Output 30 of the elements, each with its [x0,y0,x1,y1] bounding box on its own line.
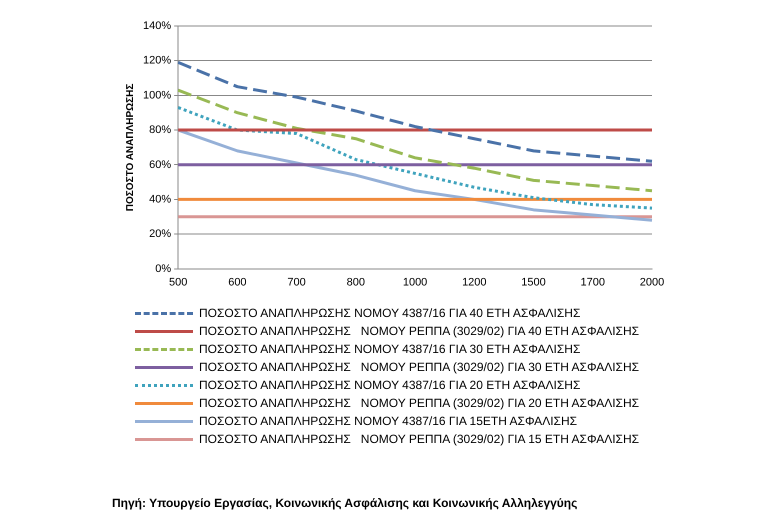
x-tick-label: 700 [287,276,306,288]
y-tick-label: 40% [149,193,172,206]
y-tick-label: 140% [142,20,172,32]
legend-label: ΠΟΣΟΣΤΟ ΑΝΑΠΛΗΡΩΣΗΣ ΝΟΜΟΥ ΡΕΠΠΑ (3029/02) ΓΙΑ 30 ΕΤΗ ΑΣΦΑΛΙΣΗΣ [199,360,640,374]
legend-label: ΠΟΣΟΣΤΟ ΑΝΑΠΛΗΡΩΣΗΣ ΝΟΜΟΥ 4387/16 ΓΙΑ 30 ΕΤΗ ΑΣΦΑΛΙΣΗΣ [199,342,580,356]
legend-label: ΠΟΣΟΣΤΟ ΑΝΑΠΛΗΡΩΣΗΣ ΝΟΜΟΥ ΡΕΠΠΑ (3029/02) ΓΙΑ 40 ΕΤΗ ΑΣΦΑΛΙΣΗΣ [199,324,640,338]
y-tick-label: 60% [149,158,172,171]
legend-label: ΠΟΣΟΣΤΟ ΑΝΑΠΛΗΡΩΣΗΣ ΝΟΜΟΥ 4387/16 ΓΙΑ 20 ΕΤΗ ΑΣΦΑΛΙΣΗΣ [199,378,580,392]
legend-label: ΠΟΣΟΣΤΟ ΑΝΑΠΛΗΡΩΣΗΣ ΝΟΜΟΥ ΡΕΠΠΑ (3029/02) ΓΙΑ 20 ΕΤΗ ΑΣΦΑΛΙΣΗΣ [199,396,640,410]
y-tick-label: 80% [149,124,172,136]
y-tick-label: 20% [149,228,172,240]
legend-label: ΠΟΣΟΣΤΟ ΑΝΑΠΛΗΡΩΣΗΣ ΝΟΜΟΥ ΡΕΠΠΑ (3029/02) ΓΙΑ 15 ΕΤΗ ΑΣΦΑΛΙΣΗΣ [199,432,640,446]
line-series [176,106,654,210]
x-tick-label: 1700 [580,276,606,288]
x-tick-label: 1500 [521,276,546,288]
x-tick-label: 800 [346,276,366,288]
y-tick-label: 100% [142,89,172,102]
text: Πηγή: Υπουργείο Εργασίας, Κοινωνικής Ασφάλισης και Κοινωνικής Αλληλεγγύης [112,496,578,510]
legend-label: ΠΟΣΟΣΤΟ ΑΝΑΠΛΗΡΩΣΗΣ ΝΟΜΟΥ 4387/16 ΓΙΑ 15ΕΤΗ ΑΣΦΑΛΙΣΗΣ [199,414,578,428]
line-series [176,88,654,192]
x-tick-label: 1000 [402,276,428,288]
x-tick-label: 500 [168,276,188,288]
x-tick-label: 2000 [640,276,664,288]
y-tick-label: 0% [155,262,172,275]
x-tick-label: 1200 [462,276,487,288]
x-tick-label: 600 [228,276,247,288]
y-axis-title: ΠΟΣΟΣΤΟ ΑΝΑΠΛΗΡΩΣΗΣ [124,84,136,212]
legend-label: ΠΟΣΟΣΤΟ ΑΝΑΠΛΗΡΩΣΗΣ ΝΟΜΟΥ 4387/16 ΓΙΑ 40 ΕΤΗ ΑΣΦΑΛΙΣΗΣ [199,306,580,320]
line-series [176,60,654,163]
y-tick-label: 120% [142,54,172,67]
